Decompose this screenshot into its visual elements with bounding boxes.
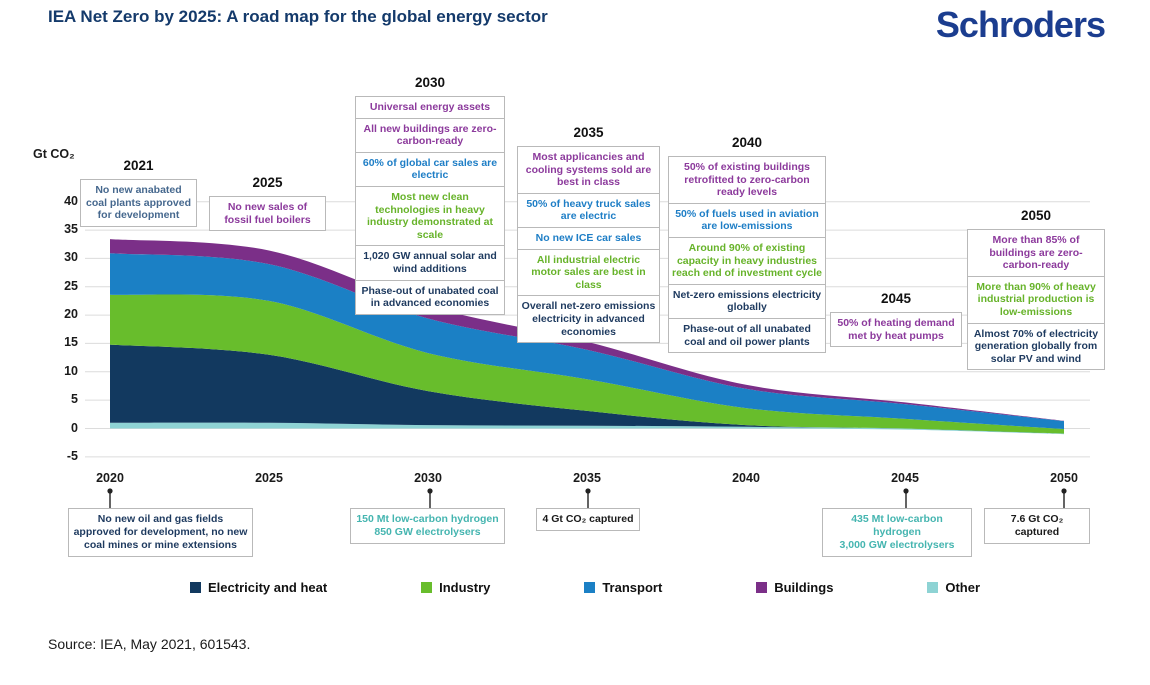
legend-swatch xyxy=(421,582,433,593)
legend-item-industry: Industry xyxy=(421,580,490,595)
y-tick-label: 15 xyxy=(64,335,78,350)
milestone-column-2021: 2021 No new anabated coal plants approved… xyxy=(80,158,197,227)
area-electricity-and-heat xyxy=(110,344,1064,434)
x-tick-label: 2035 xyxy=(573,471,601,485)
legend-item-transport: Transport xyxy=(584,580,662,595)
legend-label: Industry xyxy=(439,580,491,595)
bottom-note-2035: 4 Gt CO₂ captured xyxy=(536,508,640,532)
milestone-column-2025: 2025 No new sales of fossil fuel boilers xyxy=(209,175,326,232)
milestone-item: 50% of existing buildings retrofitted to… xyxy=(668,156,826,204)
milestone-column-2035: 2035 Most applicancies and cooling system… xyxy=(517,125,660,344)
milestone-item: Almost 70% of electricity generation glo… xyxy=(967,322,1105,371)
milestone-item: 50% of heavy truck sales are electric xyxy=(517,192,660,228)
milestone-item: No new anabated coal plants approved for… xyxy=(80,179,197,227)
milestone-item: More than 85% of buildings are zero-carb… xyxy=(967,229,1105,277)
milestone-item: No new ICE car sales xyxy=(517,226,660,250)
legend-item-other: Other xyxy=(927,580,980,595)
x-tick-label: 2040 xyxy=(732,471,760,485)
milestone-item: Universal energy assets xyxy=(355,96,505,119)
bottom-note-2045: 435 Mt low-carbon hydrogen 3,000 GW elec… xyxy=(822,508,972,558)
area-transport xyxy=(110,253,1064,430)
source-text: Source: IEA, May 2021, 601543. xyxy=(48,636,251,652)
connector-dot xyxy=(585,488,591,494)
legend-label: Buildings xyxy=(774,580,834,595)
milestone-year-label: 2050 xyxy=(1020,208,1052,223)
y-tick-label: 5 xyxy=(71,392,78,407)
connector-dot xyxy=(107,488,113,494)
area-other xyxy=(110,422,1064,435)
legend-swatch xyxy=(927,582,939,593)
y-tick-label: 0 xyxy=(71,420,78,435)
legend-item-buildings: Buildings xyxy=(756,580,833,595)
milestone-item: 1,020 GW annual solar and wind additions xyxy=(355,245,505,281)
connector-dot xyxy=(1061,488,1067,494)
x-tick-label: 2025 xyxy=(255,471,283,485)
x-tick-label: 2030 xyxy=(414,471,442,485)
legend-swatch xyxy=(584,582,596,593)
milestone-year-label: 2025 xyxy=(252,175,283,190)
legend-label: Electricity and heat xyxy=(208,580,328,595)
milestone-year-label: 2035 xyxy=(573,125,604,140)
milestone-year-label: 2021 xyxy=(123,158,154,173)
milestone-item: 50% of fuels used in aviation are low-em… xyxy=(668,202,826,238)
x-tick-label: 2045 xyxy=(891,471,919,485)
y-axis-unit-label: Gt CO₂ xyxy=(33,147,75,161)
y-tick-label: -5 xyxy=(66,448,78,463)
milestone-year-label: 2040 xyxy=(731,135,763,150)
milestone-item: Most new clean technologies in heavy ind… xyxy=(355,185,505,247)
page-title: IEA Net Zero by 2025: A road map for the… xyxy=(48,7,548,26)
y-tick-label: 25 xyxy=(64,278,78,293)
bottom-note-2050: 7.6 Gt CO₂ captured xyxy=(984,508,1090,545)
milestone-column-2050: 2050 More than 85% of buildings are zero-… xyxy=(967,208,1105,371)
milestone-column-2045: 2045 50% of heating demand met by heat pu… xyxy=(830,291,962,348)
area-industry xyxy=(110,294,1064,434)
milestone-item: Overall net-zero emissions electricity i… xyxy=(517,295,660,344)
y-tick-label: 30 xyxy=(64,250,78,265)
milestone-item: 60% of global car sales are electric xyxy=(355,151,505,187)
milestone-item: Most applicancies and cooling systems so… xyxy=(517,146,660,194)
connector-dot xyxy=(903,488,909,494)
legend-label: Transport xyxy=(602,580,663,595)
milestone-item: 50% of heating demand met by heat pumps xyxy=(830,312,962,348)
legend-label: Other xyxy=(945,580,980,595)
milestone-item: No new sales of fossil fuel boilers xyxy=(209,196,326,232)
milestone-year-label: 2045 xyxy=(880,291,912,306)
milestone-item: Net-zero emissions electricity globally xyxy=(668,283,826,319)
bottom-note-2030: 150 Mt low-carbon hydrogen 850 GW electr… xyxy=(350,508,505,545)
milestone-item: Phase-out of unabated coal in advanced e… xyxy=(355,279,505,315)
milestone-item: All industrial electric motor sales are … xyxy=(517,248,660,297)
y-tick-label: 10 xyxy=(64,363,78,378)
milestone-item: More than 90% of heavy industrial produc… xyxy=(967,275,1105,324)
y-tick-label: 35 xyxy=(64,222,78,237)
milestone-item: All new buildings are zero-carbon-ready xyxy=(355,117,505,153)
milestone-item: Phase-out of all unabated coal and oil p… xyxy=(668,317,826,354)
x-tick-label: 2050 xyxy=(1050,471,1078,485)
y-tick-label: 20 xyxy=(64,307,78,322)
y-tick-label: 40 xyxy=(64,193,78,208)
schroders-logo: Schroders xyxy=(935,4,1106,45)
legend-swatch xyxy=(190,582,201,593)
milestone-item: Around 90% of existing capacity in heavy… xyxy=(668,236,826,285)
area-buildings xyxy=(110,239,1064,422)
legend-item-electricity-and-heat: Electricity and heat xyxy=(190,580,327,595)
connector-dot xyxy=(427,488,433,494)
x-tick-label: 2020 xyxy=(96,471,124,485)
legend-swatch xyxy=(756,582,768,593)
milestone-column-2030: 2030 Universal energy assets All new build… xyxy=(355,75,505,315)
bottom-note-2020: No new oil and gas fields approved for d… xyxy=(68,508,253,558)
milestone-column-2040: 2040 50% of existing buildings retrofitte… xyxy=(668,135,826,354)
milestone-year-label: 2030 xyxy=(414,75,446,90)
chart-legend: Electricity and heat Industry Transport Bui… xyxy=(190,580,980,595)
